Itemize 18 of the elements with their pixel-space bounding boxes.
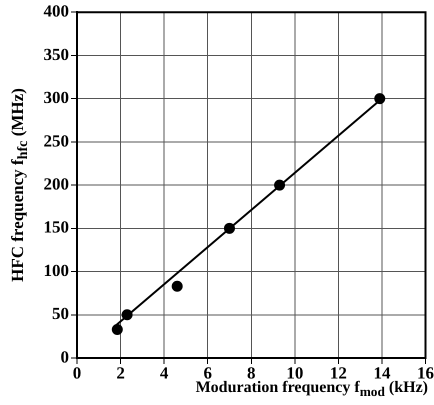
point — [122, 309, 133, 320]
y-tick-label: 400 — [44, 2, 69, 21]
x-tick-label: 0 — [72, 364, 82, 383]
point — [274, 180, 286, 191]
y-tick-label: 350 — [44, 44, 69, 64]
y-tick-label: 300 — [44, 88, 69, 108]
point — [172, 280, 183, 292]
y-tick-label: 0 — [60, 347, 69, 366]
point — [374, 93, 386, 104]
point — [112, 324, 123, 335]
y-tick-label: 50 — [52, 304, 69, 324]
x-tick-label: 2 — [116, 364, 125, 383]
y-tick-label: 200 — [44, 174, 69, 194]
point — [224, 222, 235, 234]
y-tick-label: 150 — [44, 218, 69, 237]
x-tick-label: 4 — [160, 364, 169, 383]
y-tick-label: 100 — [44, 260, 69, 280]
y-tick-label: 250 — [44, 131, 69, 150]
